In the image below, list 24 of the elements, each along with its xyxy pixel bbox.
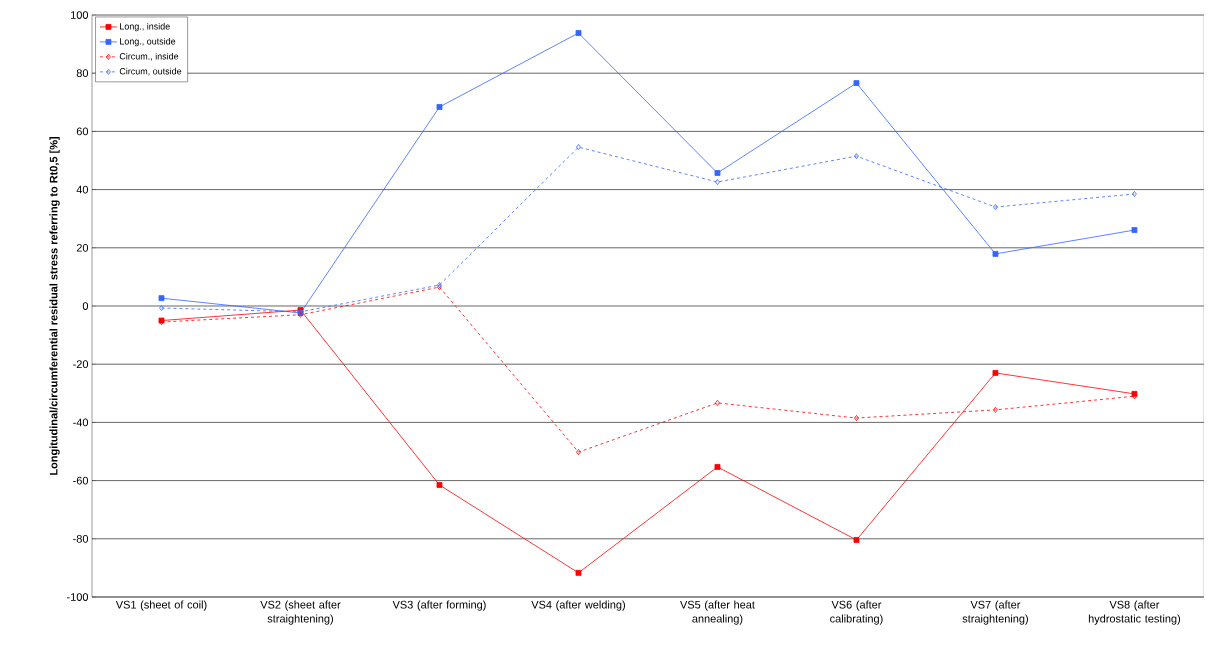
x-tick-label: VS4 (after welding)	[531, 600, 625, 611]
x-tick-label: VS6 (after calibrating)	[830, 600, 883, 625]
legend-label: Circum., inside	[119, 52, 179, 61]
y-tick-label: -100	[67, 593, 89, 601]
y-tick-label: -60	[73, 476, 89, 485]
x-tick-label: VS3 (after forming)	[392, 600, 486, 611]
x-tick-label: VS2 (sheet after straightening)	[260, 600, 341, 625]
x-tick-label: VS8 (after hydrostatic testing)	[1088, 600, 1181, 625]
y-tick-label: 40	[76, 185, 89, 194]
y-tick-label: -40	[73, 418, 89, 427]
x-tick-label: VS5 (after heat annealing)	[680, 600, 755, 625]
y-tick-label: 60	[76, 127, 89, 136]
legend-label: Long., inside	[120, 22, 170, 32]
y-tick-label: 100	[71, 11, 89, 19]
legend-label: Circum, outside	[119, 67, 182, 76]
y-tick-label: -20	[73, 360, 89, 369]
y-tick-label: 0	[82, 302, 89, 310]
x-tick-label: VS1 (sheet of coil)	[115, 600, 207, 611]
y-tick-label: 80	[76, 69, 89, 78]
x-tick-label: VS7 (after straightening)	[962, 600, 1028, 625]
legend-label: Long., outside	[120, 37, 176, 47]
y-axis-title: Longitudinal/circumferential residual stress referring to Rt0,5 [%]	[49, 137, 60, 475]
y-tick-label: -80	[73, 534, 89, 543]
y-tick-label: 20	[76, 243, 89, 252]
